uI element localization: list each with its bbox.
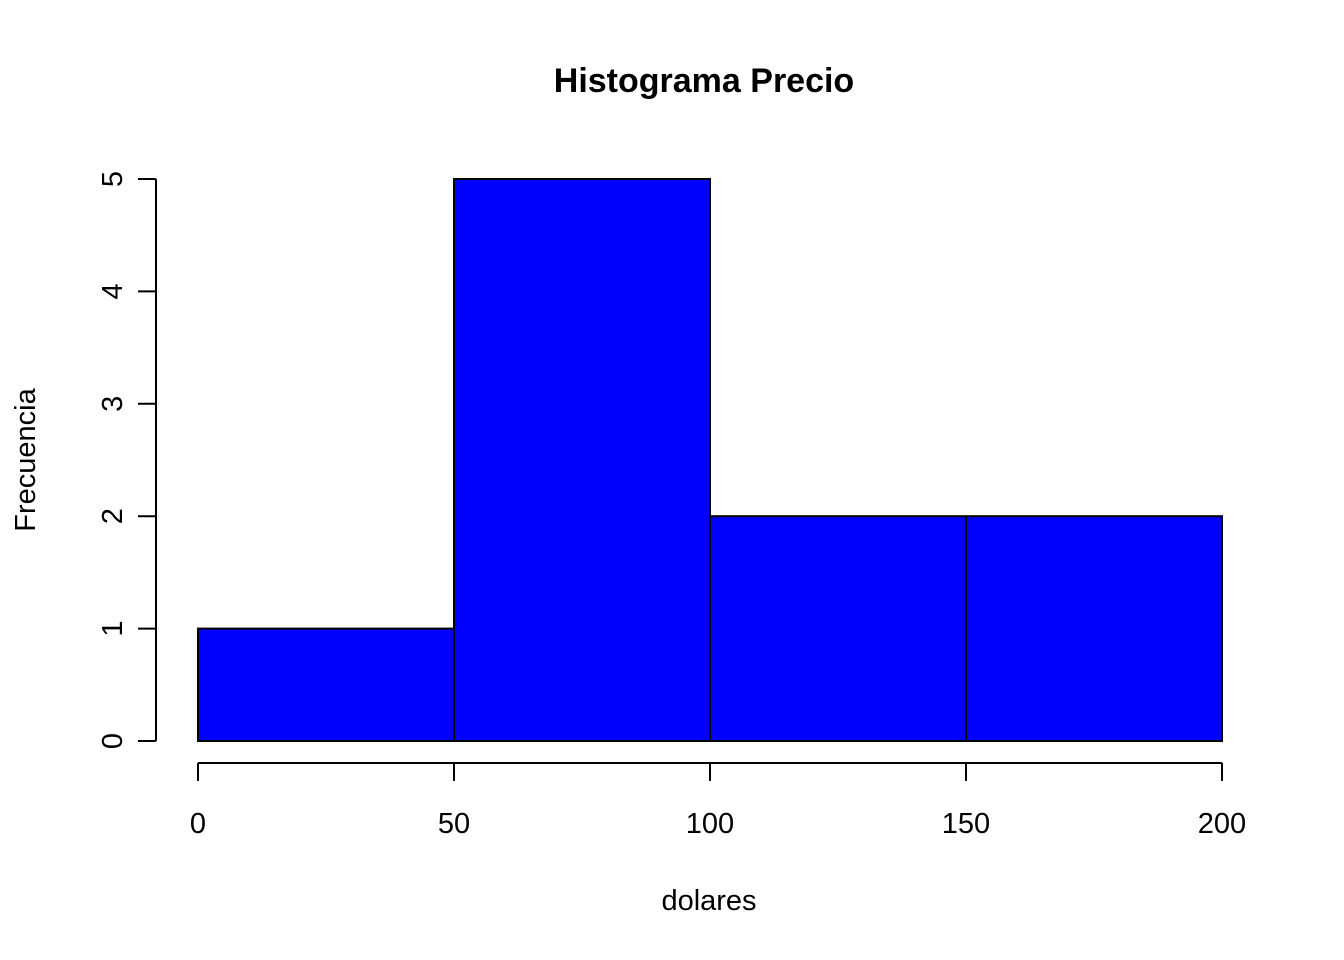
histogram-bar-4 — [965, 515, 1223, 743]
x-tick-label-100: 100 — [686, 808, 734, 840]
x-axis-label: dolares — [661, 885, 756, 917]
y-tick-label-5: 5 — [97, 171, 129, 187]
x-tick-label-150: 150 — [942, 808, 990, 840]
y-tick-label-3: 3 — [97, 396, 129, 412]
bars-group — [197, 178, 1223, 743]
x-axis: 0 50 100 150 200 — [190, 762, 1246, 840]
y-axis: 0 1 2 3 4 5 — [97, 171, 157, 749]
x-tick-label-0: 0 — [190, 808, 206, 840]
y-tick-label-4: 4 — [97, 283, 129, 299]
histogram-bar-3 — [709, 515, 967, 743]
y-tick-label-2: 2 — [97, 508, 129, 524]
y-tick-label-0: 0 — [97, 733, 129, 749]
chart-title: Histograma Precio — [554, 62, 854, 100]
y-tick-label-1: 1 — [97, 621, 129, 637]
x-tick-label-50: 50 — [438, 808, 470, 840]
histogram-bar-1 — [197, 627, 455, 742]
x-tick-label-200: 200 — [1198, 808, 1246, 840]
histogram-bar-2 — [453, 178, 711, 742]
y-axis-label: Frecuencia — [10, 387, 42, 531]
